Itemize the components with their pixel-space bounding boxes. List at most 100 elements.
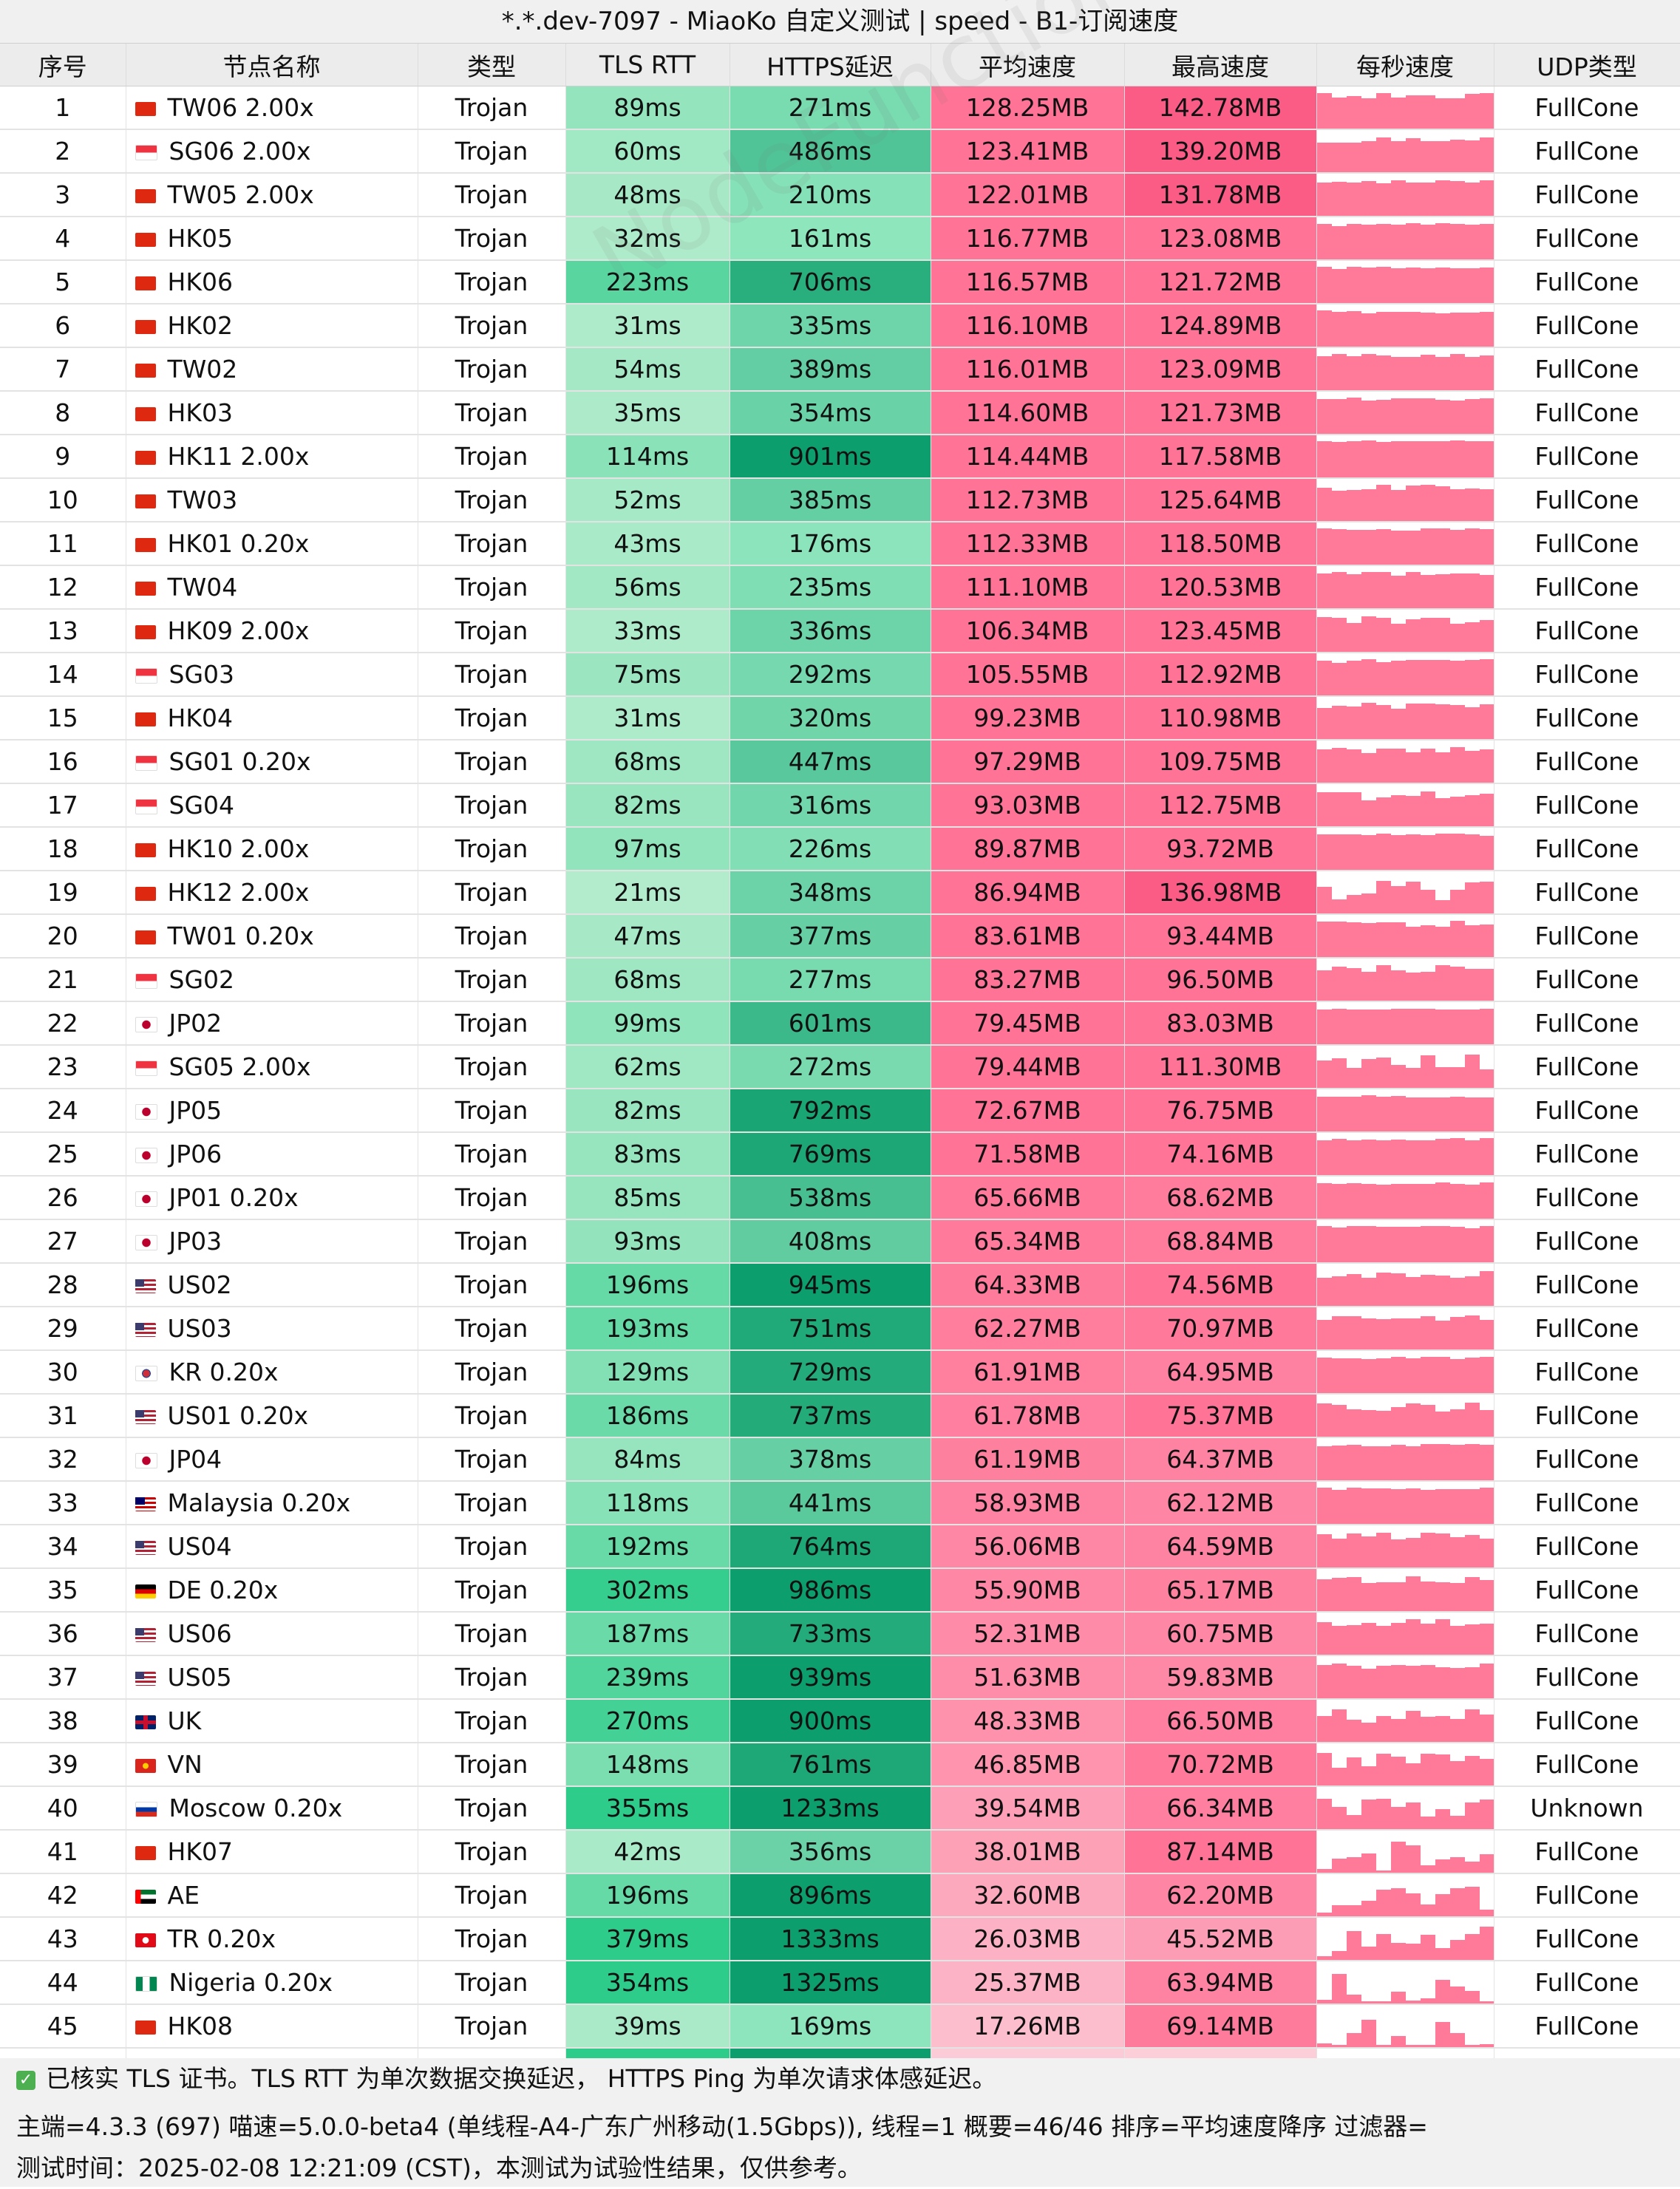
table-row[interactable]: 1 TW06 2.00x Trojan 89ms 271ms 128.25MB 142.78… <box>0 86 1680 130</box>
table-row[interactable]: 22 JP02 Trojan 99ms 601ms 79.45MB 83.03MB FullC… <box>0 1001 1680 1046</box>
row-tls-rtt: 75ms <box>565 653 730 697</box>
table-row[interactable]: 17 SG04 Trojan 82ms 316ms 93.03MB 112.75MB Full… <box>0 783 1680 828</box>
row-max-speed: 68.84MB <box>1124 1219 1317 1264</box>
table-row[interactable]: 28 US02 Trojan 196ms 945ms 64.33MB 74.56MB Full… <box>0 1263 1680 1307</box>
table-row[interactable]: 8 HK03 Trojan 35ms 354ms 114.60MB 121.73MB Full… <box>0 391 1680 435</box>
table-row[interactable]: 7 TW02 Trojan 54ms 389ms 116.01MB 123.09MB Full… <box>0 347 1680 392</box>
row-avg-speed: 17.26MB <box>931 2004 1125 2049</box>
row-type: Trojan <box>418 740 566 784</box>
table-row[interactable]: 33 Malaysia 0.20x Trojan 118ms 441ms 58.93MB 6… <box>0 1481 1680 1525</box>
table-row[interactable]: 2 SG06 2.00x Trojan 60ms 486ms 123.41MB 139.20… <box>0 129 1680 174</box>
my-flag-icon <box>135 1497 156 1511</box>
table-row[interactable]: 31 US01 0.20x Trojan 186ms 737ms 61.78MB 75.37… <box>0 1394 1680 1438</box>
row-max-speed: 87.14MB <box>1124 1830 1317 1874</box>
row-per-second-speed <box>1316 217 1494 261</box>
table-row[interactable]: 41 HK07 Trojan 42ms 356ms 38.01MB 87.14MB FullC… <box>0 1830 1680 1874</box>
row-udp-type: FullCone <box>1494 1176 1680 1220</box>
row-node-name: SG05 2.00x <box>126 1045 418 1089</box>
row-avg-speed: 116.57MB <box>931 260 1125 304</box>
node-name-text: HK06 <box>167 268 233 296</box>
table-row[interactable]: 10 TW03 Trojan 52ms 385ms 112.73MB 125.64MB Ful… <box>0 478 1680 522</box>
row-node-name: KR 0.20x <box>126 1350 418 1395</box>
row-index: 32 <box>0 1437 126 1482</box>
cn-flag-icon <box>135 102 156 116</box>
table-row[interactable]: 19 HK12 2.00x Trojan 21ms 348ms 86.94MB 136.98… <box>0 871 1680 915</box>
row-index: 20 <box>0 914 126 959</box>
row-index: 18 <box>0 827 126 871</box>
row-https-latency: 161ms <box>730 217 931 261</box>
table-row[interactable]: 40 Moscow 0.20x Trojan 355ms 1233ms 39.54MB 66… <box>0 1786 1680 1831</box>
table-row[interactable]: 34 US04 Trojan 192ms 764ms 56.06MB 64.59MB Full… <box>0 1525 1680 1569</box>
table-row[interactable]: 12 TW04 Trojan 56ms 235ms 111.10MB 120.53MB Ful… <box>0 565 1680 610</box>
table-row[interactable]: 4 HK05 Trojan 32ms 161ms 116.77MB 123.08MB Full… <box>0 217 1680 261</box>
table-row[interactable]: 32 JP04 Trojan 84ms 378ms 61.19MB 64.37MB FullC… <box>0 1437 1680 1482</box>
row-https-latency: 447ms <box>730 740 931 784</box>
table-row[interactable]: 30 KR 0.20x Trojan 129ms 729ms 61.91MB 64.95MB… <box>0 1350 1680 1395</box>
row-avg-speed: 116.77MB <box>931 217 1125 261</box>
table-row[interactable]: 29 US03 Trojan 193ms 751ms 62.27MB 70.97MB Full… <box>0 1307 1680 1351</box>
table-row[interactable]: 11 HK01 0.20x Trojan 43ms 176ms 112.33MB 118.5… <box>0 522 1680 566</box>
row-per-second-speed <box>1316 1612 1494 1656</box>
row-index: 27 <box>0 1219 126 1264</box>
table-row[interactable]: 26 JP01 0.20x Trojan 85ms 538ms 65.66MB 68.62M… <box>0 1176 1680 1220</box>
table-row[interactable]: 42 AE Trojan 196ms 896ms 32.60MB 62.20MB FullCo… <box>0 1873 1680 1918</box>
table-row[interactable]: 27 JP03 Trojan 93ms 408ms 65.34MB 68.84MB FullC… <box>0 1219 1680 1264</box>
row-udp-type: FullCone <box>1494 1568 1680 1613</box>
table-row[interactable]: 15 HK04 Trojan 31ms 320ms 99.23MB 110.98MB Full… <box>0 696 1680 741</box>
row-index: 1 <box>0 86 126 130</box>
table-row[interactable]: 44 Nigeria 0.20x Trojan 354ms 1325ms 25.37MB 6… <box>0 1961 1680 2005</box>
table-row[interactable]: 37 US05 Trojan 239ms 939ms 51.63MB 59.83MB Full… <box>0 1655 1680 1700</box>
table-row[interactable]: 18 HK10 2.00x Trojan 97ms 226ms 89.87MB 93.72M… <box>0 827 1680 871</box>
table-row[interactable]: 39 VN Trojan 148ms 761ms 46.85MB 70.72MB FullCo… <box>0 1743 1680 1787</box>
row-index: 10 <box>0 478 126 522</box>
per-second-speed-sparkline <box>1316 658 1493 695</box>
row-avg-speed: 55.90MB <box>931 1568 1125 1613</box>
node-name-text: HK08 <box>167 2012 233 2040</box>
per-second-speed-sparkline <box>1316 1356 1493 1392</box>
table-row[interactable]: 23 SG05 2.00x Trojan 62ms 272ms 79.44MB 111.30… <box>0 1045 1680 1089</box>
table-row[interactable]: 14 SG03 Trojan 75ms 292ms 105.55MB 112.92MB Ful… <box>0 653 1680 697</box>
table-row[interactable]: 9 HK11 2.00x Trojan 114ms 901ms 114.44MB 117.5… <box>0 435 1680 479</box>
footer-info-text: 主端=4.3.3 (697) 喵速=5.0.0-beta4 (单线程-A4-广东… <box>16 2112 1428 2141</box>
table-row[interactable]: 38 UK Trojan 270ms 900ms 48.33MB 66.50MB FullCo… <box>0 1699 1680 1743</box>
row-per-second-speed <box>1316 1568 1494 1613</box>
table-row[interactable]: 6 HK02 Trojan 31ms 335ms 116.10MB 124.89MB Full… <box>0 304 1680 348</box>
per-second-speed-sparkline <box>1316 571 1493 607</box>
row-avg-speed: 38.01MB <box>931 1830 1125 1874</box>
row-node-name: HK05 <box>126 217 418 261</box>
row-https-latency: 764ms <box>730 1525 931 1569</box>
row-udp-type: Unknown <box>1494 1786 1680 1831</box>
per-second-speed-sparkline <box>1316 137 1493 171</box>
table-row[interactable]: 21 SG02 Trojan 68ms 277ms 83.27MB 96.50MB FullC… <box>0 958 1680 1002</box>
row-tls-rtt: 114ms <box>565 435 730 479</box>
jp-flag-icon <box>135 1235 157 1250</box>
table-row[interactable]: 5 HK06 Trojan 223ms 706ms 116.57MB 121.72MB Ful… <box>0 260 1680 304</box>
table-row[interactable]: 24 JP05 Trojan 82ms 792ms 72.67MB 76.75MB FullC… <box>0 1089 1680 1133</box>
node-name-text: TR 0.20x <box>167 1924 276 1953</box>
node-name-text: HK09 2.00x <box>167 616 310 645</box>
table-row[interactable]: 43 TR 0.20x Trojan 379ms 1333ms 26.03MB 45.52M… <box>0 1917 1680 1961</box>
table-row[interactable]: 35 DE 0.20x Trojan 302ms 986ms 55.90MB 65.17MB… <box>0 1568 1680 1613</box>
table-row[interactable]: 3 TW05 2.00x Trojan 48ms 210ms 122.01MB 131.78… <box>0 173 1680 217</box>
row-index: 15 <box>0 696 126 741</box>
table-row[interactable]: 16 SG01 0.20x Trojan 68ms 447ms 97.29MB 109.75… <box>0 740 1680 784</box>
table-row[interactable]: 45 HK08 Trojan 39ms 169ms 17.26MB 69.14MB FullC… <box>0 2004 1680 2049</box>
per-second-speed-sparkline <box>1316 1487 1493 1523</box>
row-type: Trojan <box>418 1830 566 1874</box>
table-row[interactable]: 20 TW01 0.20x Trojan 47ms 377ms 83.61MB 93.44M… <box>0 914 1680 959</box>
row-udp-type: FullCone <box>1494 173 1680 217</box>
row-udp-type: FullCone <box>1494 783 1680 828</box>
row-type: Trojan <box>418 1655 566 1700</box>
table-row[interactable]: 36 US06 Trojan 187ms 733ms 52.31MB 60.75MB Full… <box>0 1612 1680 1656</box>
row-udp-type: FullCone <box>1494 2004 1680 2049</box>
ng-flag-icon <box>135 1976 157 1992</box>
row-https-latency: 226ms <box>730 827 931 871</box>
table-row[interactable]: 13 HK09 2.00x Trojan 33ms 336ms 106.34MB 123.4… <box>0 609 1680 653</box>
row-type: Trojan <box>418 1568 566 1613</box>
row-https-latency: 316ms <box>730 783 931 828</box>
row-tls-rtt: 21ms <box>565 871 730 915</box>
row-avg-speed: 111.10MB <box>931 565 1125 610</box>
row-index: 2 <box>0 129 126 174</box>
table-row[interactable]: 25 JP06 Trojan 83ms 769ms 71.58MB 74.16MB FullC… <box>0 1132 1680 1177</box>
row-https-latency: 538ms <box>730 1176 931 1220</box>
